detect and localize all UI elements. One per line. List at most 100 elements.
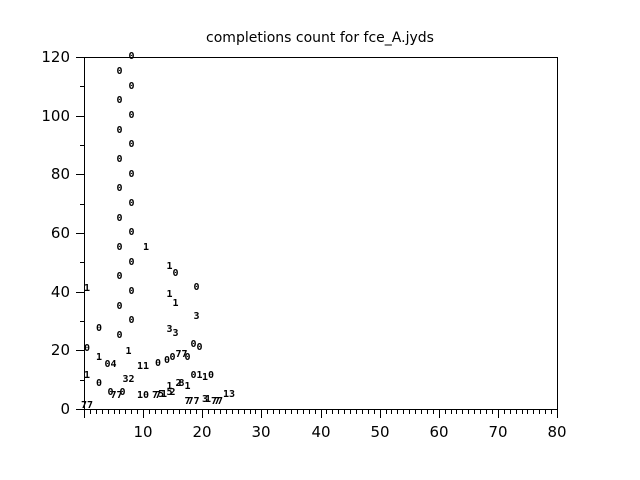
data-point: 7 (193, 395, 200, 407)
x-minor-tick (190, 410, 191, 414)
x-minor-tick (427, 410, 428, 414)
data-point: 0 (128, 227, 135, 238)
x-minor-tick (486, 410, 487, 414)
x-minor-tick (214, 410, 215, 414)
x-minor-tick (220, 410, 221, 414)
data-point: 7 (184, 395, 191, 407)
x-minor-tick (397, 410, 398, 414)
y-major-tick (76, 292, 84, 293)
data-point: 0 (116, 95, 123, 106)
y-tick-label: 120 (41, 48, 70, 66)
x-minor-tick (433, 410, 434, 414)
x-minor-tick (185, 410, 186, 414)
x-minor-tick (232, 410, 233, 414)
data-point: 4 (110, 359, 117, 370)
data-point: 5 (157, 388, 165, 400)
data-point: 1 (184, 381, 191, 392)
data-point: 0 (128, 256, 135, 268)
y-tick-label: 40 (50, 283, 70, 301)
x-minor-tick (492, 410, 493, 414)
data-point: 7 (216, 395, 224, 407)
y-major-tick (76, 57, 84, 58)
x-minor-tick (285, 410, 286, 414)
data-point: 2 (128, 373, 135, 385)
x-minor-tick (131, 410, 132, 414)
data-point: 7 (80, 400, 88, 411)
data-point: 3 (166, 324, 173, 335)
data-point: 5 (166, 387, 173, 398)
x-minor-tick (303, 410, 304, 414)
data-point: 0 (116, 271, 123, 282)
data-point: 0 (116, 124, 123, 136)
data-point: 7 (154, 390, 162, 401)
x-minor-tick (102, 410, 103, 414)
data-point: 1 (83, 282, 91, 294)
x-minor-tick (161, 410, 162, 414)
x-minor-tick (297, 410, 298, 414)
data-point: 0 (116, 212, 123, 224)
data-point: 1 (166, 288, 173, 300)
data-point: 0 (128, 197, 135, 209)
data-point: 0 (128, 285, 135, 297)
data-point: 7 (86, 400, 94, 411)
x-minor-tick (510, 410, 511, 414)
y-minor-tick (80, 262, 84, 263)
x-tick-label: 20 (192, 423, 212, 441)
x-minor-tick (445, 410, 446, 414)
data-point: 1 (201, 372, 209, 383)
data-point: 1 (172, 297, 179, 309)
data-point: 0 (184, 351, 191, 363)
x-minor-tick (551, 410, 552, 414)
x-minor-tick (409, 410, 410, 414)
x-tick-label: 80 (547, 423, 567, 441)
x-major-tick (143, 410, 144, 418)
x-tick-label: 60 (429, 423, 449, 441)
data-point: 0 (116, 153, 123, 165)
x-minor-tick (451, 410, 452, 414)
x-minor-tick (527, 410, 528, 414)
x-major-tick (84, 410, 85, 418)
data-point: 2 (175, 378, 182, 389)
data-point: 1 (160, 388, 168, 400)
x-minor-tick (208, 410, 209, 414)
data-point: 1 (166, 260, 173, 272)
data-point: 0 (116, 241, 123, 253)
data-point: 0 (154, 357, 162, 369)
x-minor-tick (279, 410, 280, 414)
data-point: 7 (175, 348, 182, 360)
x-minor-tick (114, 410, 115, 414)
x-minor-tick (391, 410, 392, 414)
x-minor-tick (332, 410, 333, 414)
data-point: 7 (210, 395, 218, 407)
x-minor-tick (474, 410, 475, 414)
x-minor-tick (125, 410, 126, 414)
data-point: 1 (136, 390, 144, 401)
y-major-tick (76, 409, 84, 410)
x-minor-tick (468, 410, 469, 414)
x-minor-tick (480, 410, 481, 414)
x-minor-tick (368, 410, 369, 414)
x-minor-tick (90, 410, 91, 414)
x-minor-tick (403, 410, 404, 414)
y-minor-tick (80, 321, 84, 322)
data-point: 0 (116, 183, 123, 194)
x-tick-label: 50 (370, 423, 390, 441)
data-point: 0 (116, 65, 123, 77)
data-point: 1 (222, 388, 230, 400)
x-minor-tick (167, 410, 168, 414)
x-minor-tick (545, 410, 546, 414)
y-tick-label: 0 (60, 400, 70, 418)
x-minor-tick (522, 410, 523, 414)
x-major-tick (321, 410, 322, 418)
data-point: 1 (204, 394, 212, 405)
data-point: 0 (193, 281, 200, 293)
x-minor-tick (462, 410, 463, 414)
data-point: 7 (151, 390, 159, 401)
y-major-tick (76, 233, 84, 234)
data-point: 1 (166, 381, 173, 392)
data-point: 1 (95, 351, 103, 363)
data-point: 7 (181, 348, 188, 360)
data-point: 0 (172, 268, 179, 279)
x-minor-tick (137, 410, 138, 414)
y-tick-label: 20 (50, 341, 70, 359)
